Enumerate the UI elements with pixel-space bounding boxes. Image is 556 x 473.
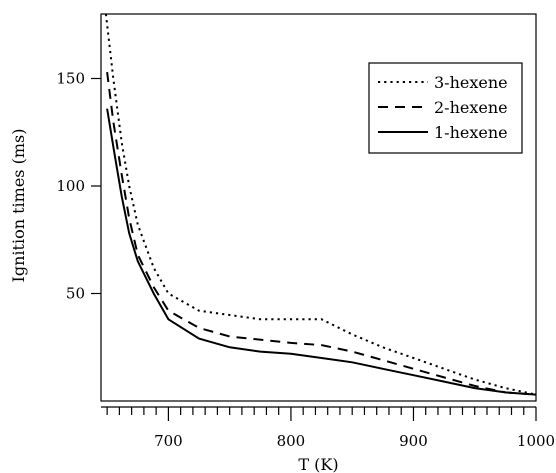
legend: 3-hexene 2-hexene 1-hexene <box>368 62 523 154</box>
plot-frame <box>100 13 537 402</box>
series-line-1-hexene <box>106 108 536 396</box>
legend-label-1-hexene: 1-hexene <box>434 123 508 142</box>
series-line-3-hexene <box>104 14 536 396</box>
y-tick-label: 100 <box>56 177 85 195</box>
legend-label-2-hexene: 2-hexene <box>434 98 508 117</box>
x-tick-label: 700 <box>154 432 183 450</box>
x-tick-label: 900 <box>399 432 428 450</box>
x-axis: 700 800 900 1000 <box>101 406 555 450</box>
x-tick-label: 800 <box>277 432 306 450</box>
series-layer <box>104 14 536 396</box>
x-axis-title: T (K) <box>298 455 338 473</box>
y-tick-label: 50 <box>66 285 85 303</box>
legend-label-3-hexene: 3-hexene <box>434 73 508 92</box>
y-tick-label: 150 <box>56 70 85 88</box>
series-line-2-hexene <box>106 71 536 396</box>
y-axis: 50 100 150 <box>56 70 101 303</box>
legend-box <box>368 62 523 154</box>
x-tick-label: 1000 <box>517 432 555 450</box>
y-axis-title: Ignition times (ms) <box>9 129 28 283</box>
plot-border <box>100 13 537 402</box>
